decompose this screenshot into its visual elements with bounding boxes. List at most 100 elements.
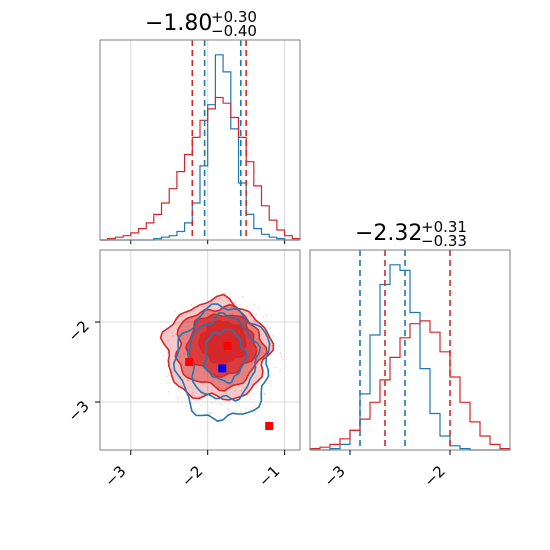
joint-y-tick-label-1: −3 (64, 397, 92, 425)
joint-contours (159, 292, 284, 423)
joint-sample-point (260, 369, 263, 372)
joint-sample-point (240, 389, 243, 392)
joint-sample-point (191, 394, 194, 397)
joint-marker-3 (218, 364, 227, 373)
joint-sample-point (201, 390, 204, 392)
marginal-1-frame (99, 39, 301, 241)
joint-sample-point (264, 372, 267, 374)
marginal-panel-2: −3 −2 (309, 249, 511, 490)
joint-sample-point (265, 314, 268, 317)
joint-sample-point (279, 352, 282, 354)
joint-sample-point (178, 356, 181, 359)
joint-x-tick-label-2: −1 (255, 462, 283, 490)
joint-sample-point (257, 306, 260, 309)
joint-contour-blue-6 (203, 328, 247, 385)
title-param-1-lower: −0.40 (211, 22, 257, 40)
joint-sample-point (185, 405, 188, 408)
joint-sample-point (176, 396, 179, 399)
joint-sample-point (234, 410, 237, 412)
joint-x-tick-label-0: −3 (101, 462, 129, 490)
joint-sample-point (221, 404, 224, 406)
joint-sample-point (171, 371, 174, 374)
joint-sample-point (270, 384, 272, 387)
joint-sample-point (245, 407, 247, 410)
marginal-2-frame (309, 249, 511, 451)
joint-sample-point (200, 404, 203, 407)
joint-x-ticks: −3 −2 −1 (101, 450, 286, 490)
joint-sample-point (278, 345, 281, 347)
joint-frame (99, 249, 301, 451)
title-param-1-upper: +0.30 (211, 8, 257, 26)
joint-sample-point (256, 385, 259, 388)
joint-sample-point (210, 398, 213, 400)
joint-sample-point (262, 392, 265, 395)
joint-sample-point (188, 320, 190, 323)
joint-sample-point (272, 335, 274, 337)
joint-sample-point (233, 302, 236, 304)
joint-sample-point (180, 331, 183, 333)
joint-sample-point (219, 402, 222, 405)
joint-sample-point (269, 379, 272, 382)
joint-sample-point (211, 401, 213, 404)
joint-sample-point (262, 316, 265, 318)
joint-contour-blue-4 (172, 303, 271, 423)
joint-sample-point (182, 352, 185, 355)
marginal-2-histograms (309, 264, 511, 451)
joint-sample-point (257, 338, 259, 341)
joint-panel: −3 −2 −1 −2 −3 (64, 249, 301, 490)
joint-sample-point (253, 319, 255, 322)
joint-sample-point (214, 400, 217, 403)
title-param-1: −1.80 +0.30 −0.40 (145, 8, 257, 40)
joint-sample-point (251, 361, 253, 364)
joint-sample-point (231, 312, 234, 315)
joint-sample-point (240, 411, 243, 414)
title-param-2: −2.32 +0.31 −0.33 (355, 218, 467, 250)
joint-sample-point (209, 412, 212, 414)
joint-sample-point (253, 303, 256, 306)
joint-x-tick-label-1: −2 (178, 462, 206, 490)
joint-sample-point (186, 322, 189, 324)
joint-sample-point (190, 304, 193, 307)
joint-sample-point (180, 355, 182, 357)
joint-sample-point (220, 394, 223, 397)
joint-sample-point (171, 369, 174, 372)
joint-sample-point (174, 310, 177, 313)
marginal-panel-1 (99, 39, 301, 244)
joint-sample-point (206, 385, 209, 388)
joint-y-ticks: −2 −3 (64, 317, 100, 425)
marginal-2-quantile-lines (359, 250, 451, 450)
joint-sample-point (191, 403, 193, 405)
joint-sample-point (167, 339, 170, 342)
marginal-1-quantile-lines (191, 40, 247, 240)
joint-sample-point (268, 327, 271, 330)
joint-sample-point (253, 404, 256, 407)
joint-sample-point (166, 352, 169, 355)
joint-sample-point (196, 400, 199, 403)
joint-y-tick-label-0: −2 (64, 317, 92, 345)
joint-sample-point (241, 295, 244, 298)
joint-sample-point (279, 369, 281, 372)
title-param-2-upper: +0.31 (421, 218, 467, 236)
joint-sample-point (227, 408, 230, 410)
joint-sample-point (192, 310, 195, 313)
joint-sample-point (186, 334, 189, 337)
joint-sample-point (280, 355, 283, 358)
joint-sample-point (207, 412, 210, 415)
joint-sample-point (172, 335, 175, 337)
joint-sample-point (234, 300, 236, 303)
marginal-1-series-1 (100, 96, 301, 241)
joint-sample-point (167, 390, 170, 393)
joint-sample-point (253, 320, 256, 323)
joint-sample-point (202, 306, 205, 308)
joint-sample-point (182, 329, 185, 332)
joint-sample-point (264, 392, 266, 395)
joint-sample-point (281, 358, 284, 361)
marginal-2-x-tick-label-1: −2 (420, 462, 448, 490)
joint-sample-point (192, 391, 195, 394)
joint-marker-2 (265, 422, 274, 430)
joint-sample-point (182, 334, 185, 337)
joint-marker-0 (185, 358, 194, 366)
joint-sample-point (187, 379, 189, 382)
title-param-2-lower: −0.33 (421, 232, 467, 250)
